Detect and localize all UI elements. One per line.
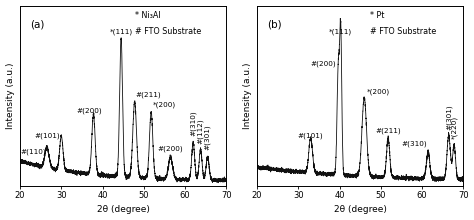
Text: #(101): #(101) <box>298 132 323 139</box>
Text: #(310): #(310) <box>401 140 427 147</box>
Text: #(200): #(200) <box>310 60 336 67</box>
Text: *(111): *(111) <box>329 29 352 35</box>
Y-axis label: Intensity (a.u.): Intensity (a.u.) <box>243 62 252 129</box>
Text: #(200): #(200) <box>158 145 183 152</box>
Text: #(211): #(211) <box>375 128 401 134</box>
Text: #(101): #(101) <box>35 132 61 139</box>
Text: #(301): #(301) <box>204 124 211 150</box>
Text: # FTO Substrate: # FTO Substrate <box>136 27 202 36</box>
Text: * Pt: * Pt <box>370 11 385 20</box>
Text: *(200): *(200) <box>366 88 390 95</box>
Text: *(111): *(111) <box>109 29 133 35</box>
Text: (a): (a) <box>30 19 45 29</box>
Text: #(310): #(310) <box>190 110 196 136</box>
Text: #(112): #(112) <box>197 118 204 144</box>
Text: *(200): *(200) <box>152 101 175 108</box>
X-axis label: 2θ (degree): 2θ (degree) <box>97 205 150 214</box>
Text: *(220): *(220) <box>451 116 457 139</box>
Text: #(200): #(200) <box>76 107 102 114</box>
Text: * Ni₃Al: * Ni₃Al <box>136 11 161 20</box>
Text: #(110): #(110) <box>20 148 46 155</box>
Y-axis label: Intensity (a.u.): Intensity (a.u.) <box>6 62 15 129</box>
Text: #(301): #(301) <box>446 104 452 130</box>
Text: (b): (b) <box>267 19 282 29</box>
Text: # FTO Substrate: # FTO Substrate <box>370 27 437 36</box>
X-axis label: 2θ (degree): 2θ (degree) <box>334 205 387 214</box>
Text: #(211): #(211) <box>136 92 162 98</box>
